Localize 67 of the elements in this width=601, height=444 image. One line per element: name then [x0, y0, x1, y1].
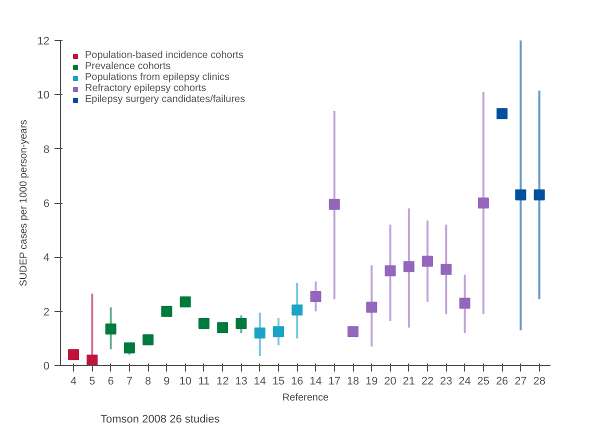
x-tick-label: 22 [421, 376, 434, 388]
legend-label: Population-based incidence cohorts [85, 50, 244, 61]
x-tick-label: 24 [458, 376, 471, 388]
x-tick-label: 5 [89, 376, 96, 388]
point [161, 306, 172, 317]
point [478, 198, 489, 208]
legend-label: Prevalence cohorts [85, 61, 171, 72]
point [459, 298, 470, 309]
point [366, 302, 378, 313]
x-tick-label: 6 [108, 376, 114, 388]
point [403, 261, 414, 272]
x-tick-label: 9 [164, 376, 170, 388]
x-tick-label: 12 [216, 376, 229, 388]
x-tick-label: 13 [235, 376, 248, 388]
point [254, 328, 266, 338]
point [68, 349, 80, 360]
x-tick-label: 20 [384, 376, 396, 388]
x-tick-label: 7 [126, 376, 132, 388]
point [236, 318, 247, 330]
x-tick-label: 8 [145, 376, 152, 388]
x-tick-label: 11 [198, 376, 210, 388]
y-tick-label: 10 [37, 90, 50, 102]
x-tick-label: 23 [440, 376, 452, 388]
x-tick-label: 14 [254, 376, 266, 388]
point [496, 108, 508, 120]
x-tick-label: 28 [533, 376, 546, 388]
point [124, 342, 135, 354]
y-axis-title: SUDEP cases per 1000 person-years [18, 120, 30, 286]
y-tick-label: 6 [43, 198, 50, 210]
point [348, 326, 359, 338]
legend-label: Epilepsy surgery candidates/failures [85, 94, 246, 105]
x-tick-label: 19 [366, 376, 378, 388]
x-tick-label: 18 [346, 376, 360, 388]
x-tick-label: 25 [477, 376, 490, 388]
x-tick-label: 4 [70, 376, 77, 388]
point [292, 304, 303, 316]
legend-label: Refractory epilepsy cohorts [85, 83, 206, 94]
point [217, 322, 228, 334]
point [105, 323, 116, 334]
y-tick-label: 8 [43, 144, 50, 156]
text: Tomson 2008 26 studies [100, 414, 220, 426]
point [515, 189, 526, 200]
point [384, 265, 396, 276]
x-tick-label: 21 [402, 376, 416, 388]
legend-label: Populations from epilepsy clinics [85, 72, 230, 83]
x-tick-label: 14 [310, 376, 322, 388]
point [440, 264, 452, 275]
point [198, 318, 210, 330]
point [180, 296, 191, 308]
point [534, 189, 545, 200]
x-axis-title: Reference [282, 392, 330, 404]
x-tick-label: 16 [291, 376, 304, 388]
point [422, 256, 434, 267]
point [272, 326, 284, 338]
point [328, 198, 340, 210]
y-tick-label: 12 [37, 36, 50, 48]
x-tick-label: 27 [514, 376, 527, 388]
y-tick-label: 2 [43, 306, 50, 318]
point [86, 354, 98, 366]
x-tick-label: 26 [496, 376, 508, 388]
point [310, 290, 322, 302]
point [142, 334, 154, 346]
y-tick-label: 4 [43, 252, 50, 264]
y-tick-label: 0 [43, 360, 50, 372]
x-tick-label: 17 [328, 376, 341, 388]
x-tick-label: 15 [272, 376, 285, 388]
x-tick-label: 10 [179, 376, 192, 388]
